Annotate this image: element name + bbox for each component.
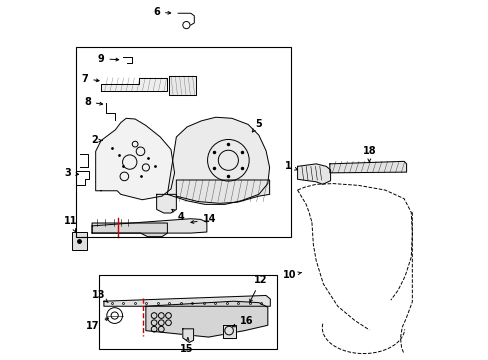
Text: 1: 1: [285, 161, 297, 171]
Text: 8: 8: [84, 97, 102, 107]
Text: 11: 11: [64, 216, 77, 232]
Text: 2: 2: [91, 135, 98, 145]
Polygon shape: [145, 301, 267, 337]
Polygon shape: [176, 180, 269, 203]
Text: 9: 9: [98, 54, 119, 64]
Text: 7: 7: [81, 73, 99, 84]
Text: 12: 12: [249, 275, 267, 302]
Text: 16: 16: [232, 316, 252, 327]
Text: 4: 4: [171, 210, 184, 221]
Polygon shape: [92, 223, 167, 237]
Text: 10: 10: [282, 270, 301, 280]
Bar: [99, 275, 276, 348]
Text: 5: 5: [252, 120, 262, 132]
Text: 18: 18: [362, 146, 375, 162]
Text: 6: 6: [153, 7, 170, 17]
Text: 15: 15: [180, 338, 193, 354]
Bar: [76, 47, 290, 237]
Polygon shape: [169, 76, 196, 95]
Polygon shape: [101, 78, 167, 91]
Polygon shape: [297, 164, 330, 184]
Polygon shape: [223, 324, 235, 338]
Bar: [72, 232, 87, 250]
Polygon shape: [96, 118, 174, 200]
Polygon shape: [167, 117, 269, 204]
Text: 14: 14: [190, 215, 216, 224]
Polygon shape: [156, 194, 176, 213]
Text: 17: 17: [86, 318, 108, 331]
Polygon shape: [104, 296, 270, 306]
Text: 13: 13: [92, 290, 108, 302]
Polygon shape: [183, 329, 193, 342]
Text: 3: 3: [64, 168, 79, 178]
Polygon shape: [329, 161, 406, 173]
Polygon shape: [92, 219, 206, 233]
